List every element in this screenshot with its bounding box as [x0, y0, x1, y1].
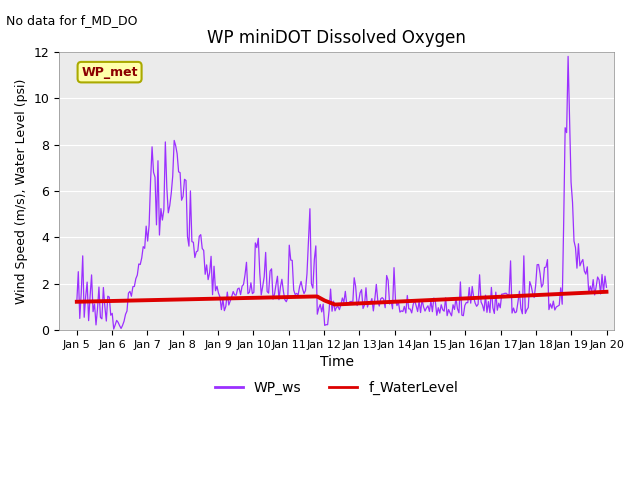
Text: WP_met: WP_met — [81, 66, 138, 79]
Title: WP miniDOT Dissolved Oxygen: WP miniDOT Dissolved Oxygen — [207, 29, 466, 48]
Legend: WP_ws, f_WaterLevel: WP_ws, f_WaterLevel — [209, 376, 463, 401]
Y-axis label: Wind Speed (m/s), Water Level (psi): Wind Speed (m/s), Water Level (psi) — [15, 78, 28, 303]
Text: No data for f_MD_DO: No data for f_MD_DO — [6, 14, 138, 27]
X-axis label: Time: Time — [319, 355, 353, 369]
